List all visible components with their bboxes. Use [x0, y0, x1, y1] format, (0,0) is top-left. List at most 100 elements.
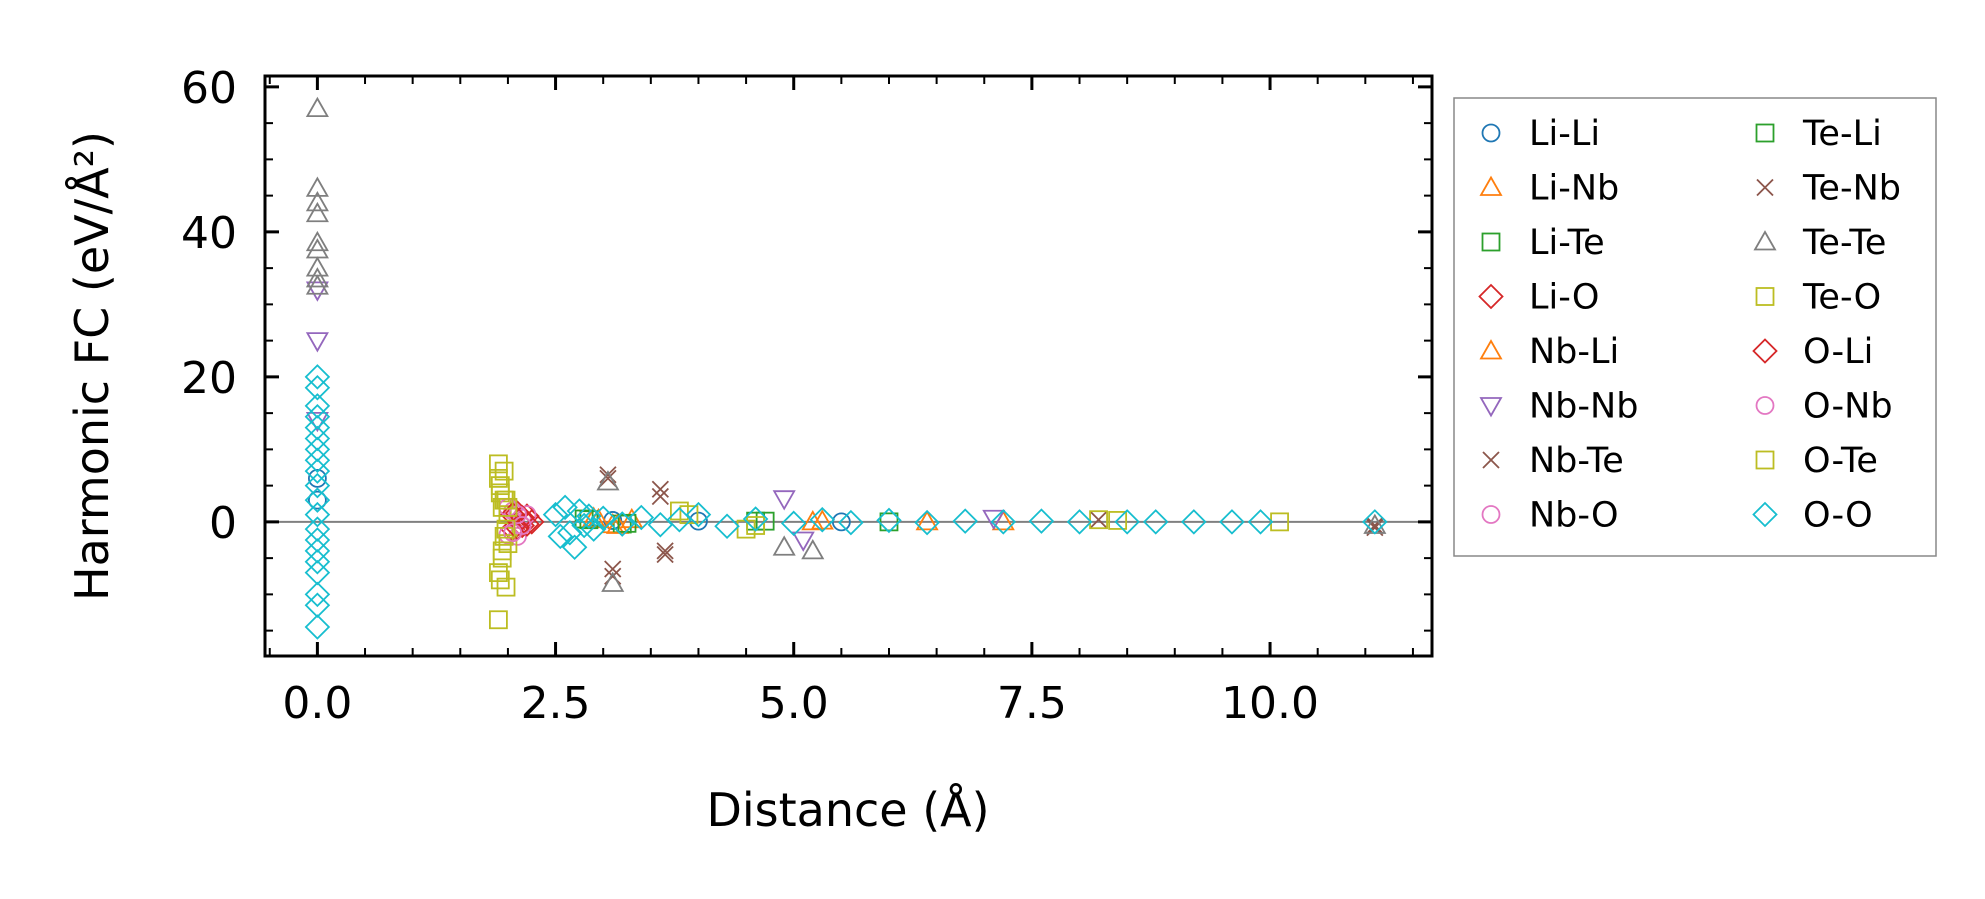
series-o-o [304, 364, 1388, 640]
plot-frame [263, 74, 1434, 658]
data-point-nb-te [604, 560, 622, 578]
legend-label: Te-O [1802, 278, 1881, 318]
data-point-o-te [1108, 511, 1128, 530]
data-point-o-o [876, 507, 902, 534]
data-point-o-o [1247, 509, 1274, 535]
data-point-te-te [305, 96, 329, 118]
legend-item-nb-o: Nb-O [1481, 496, 1619, 536]
x-tick-label: 7.5 [997, 678, 1067, 729]
data-point-o-o [304, 501, 331, 528]
data-point-o-o [580, 516, 607, 542]
data-point-te-te [772, 535, 796, 556]
data-point-te-li [755, 511, 775, 531]
data-point-te-o [494, 526, 514, 546]
data-point-te-o [488, 610, 508, 630]
legend-label: Li-O [1529, 278, 1599, 318]
data-point-o-o [304, 487, 331, 513]
legend-marker [1755, 287, 1775, 306]
data-point-te-te [305, 274, 329, 295]
y-axis-title: Harmonic FC (eV/Å²) [65, 131, 119, 601]
data-point-o-o [1066, 509, 1093, 535]
data-point-li-li [307, 490, 327, 510]
data-point-nb-nb [772, 490, 796, 511]
legend-item-o-nb: O-Nb [1755, 387, 1893, 427]
legend-marker [1753, 230, 1777, 251]
tick-layer: 0.0 2.5 5.0 7.5 10.0 0 20 40 60 [181, 63, 1432, 729]
x-tick-label: 5.0 [759, 678, 829, 729]
data-point-te-o [670, 501, 689, 521]
legend-item-te-o: Te-O [1755, 278, 1881, 318]
legend-marker [1481, 505, 1501, 524]
data-point-li-nb [915, 510, 939, 531]
legend-label: Nb-O [1529, 496, 1619, 536]
data-point-o-o [1114, 509, 1140, 535]
data-point-o-o [742, 506, 769, 532]
legend-item-nb-nb: Nb-Nb [1479, 387, 1638, 427]
legend-label: Te-Li [1802, 114, 1882, 154]
data-point-nb-li [810, 509, 834, 530]
data-point-o-o [1362, 509, 1388, 535]
data-point-o-o [561, 534, 588, 561]
data-point-nb-nb [791, 531, 815, 552]
data-point-o-o [304, 472, 331, 499]
series-o-te [488, 476, 1128, 583]
legend-marker [1752, 501, 1778, 528]
legend-label: Te-Nb [1802, 169, 1901, 209]
data-point-o-o [628, 504, 655, 531]
data-point-o-o [838, 509, 864, 536]
data-point-te-nb [599, 469, 617, 488]
legend-item-li-nb: Li-Nb [1479, 169, 1619, 209]
data-point-nb-o [508, 526, 527, 546]
data-point-te-o [488, 454, 508, 474]
legend-item-o-li: O-Li [1752, 332, 1873, 372]
data-point-o-nb [508, 505, 527, 525]
data-point-nb-te [1089, 511, 1108, 529]
legend-marker [1481, 232, 1501, 252]
legend-marker [1755, 123, 1775, 143]
data-point-nb-te [651, 480, 669, 498]
legend-label: Nb-Li [1529, 332, 1619, 372]
y-tick-label: 20 [181, 353, 237, 404]
data-point-o-o [1028, 508, 1055, 534]
legend-marker [1752, 338, 1778, 364]
data-point-te-nb [656, 545, 674, 564]
legend-marker [1481, 123, 1501, 143]
data-point-te-te [305, 267, 329, 288]
x-tick-label: 0.0 [282, 678, 352, 729]
y-tick-label: 40 [181, 208, 237, 259]
data-point-o-te [488, 563, 508, 583]
data-point-o-o [304, 364, 331, 390]
data-point-te-o [488, 468, 508, 488]
data-point-te-te [305, 238, 329, 259]
data-point-o-o [304, 447, 331, 474]
legend-label: Te-Te [1802, 223, 1886, 263]
data-point-o-o [304, 581, 331, 608]
data-point-te-te [601, 571, 625, 592]
data-point-o-o [990, 509, 1017, 535]
legend-marker [1479, 397, 1503, 418]
data-point-o-te [496, 519, 516, 539]
plot-layer [265, 96, 1432, 640]
data-point-o-o [304, 614, 331, 640]
legend-label: Nb-Nb [1529, 387, 1638, 427]
data-point-te-te [305, 176, 329, 197]
data-point-o-nb [503, 523, 523, 543]
data-point-te-nb [1366, 516, 1384, 535]
legend-marker [1755, 396, 1775, 415]
data-point-nb-nb [982, 509, 1006, 531]
data-point-o-o [304, 374, 331, 401]
data-point-o-o [1219, 509, 1245, 535]
data-point-o-o [1142, 509, 1169, 535]
data-point-o-o [714, 513, 740, 539]
legend-item-li-o: Li-O [1478, 278, 1599, 318]
legend-label: O-Li [1803, 332, 1873, 372]
legend-marker [1478, 283, 1504, 310]
data-point-o-o [542, 501, 569, 528]
data-point-o-o [685, 501, 712, 528]
data-point-nb-te [656, 542, 674, 560]
data-point-te-o [498, 534, 518, 554]
data-point-te-o [490, 570, 510, 590]
data-point-o-o [590, 505, 616, 532]
data-point-li-li [307, 468, 327, 488]
